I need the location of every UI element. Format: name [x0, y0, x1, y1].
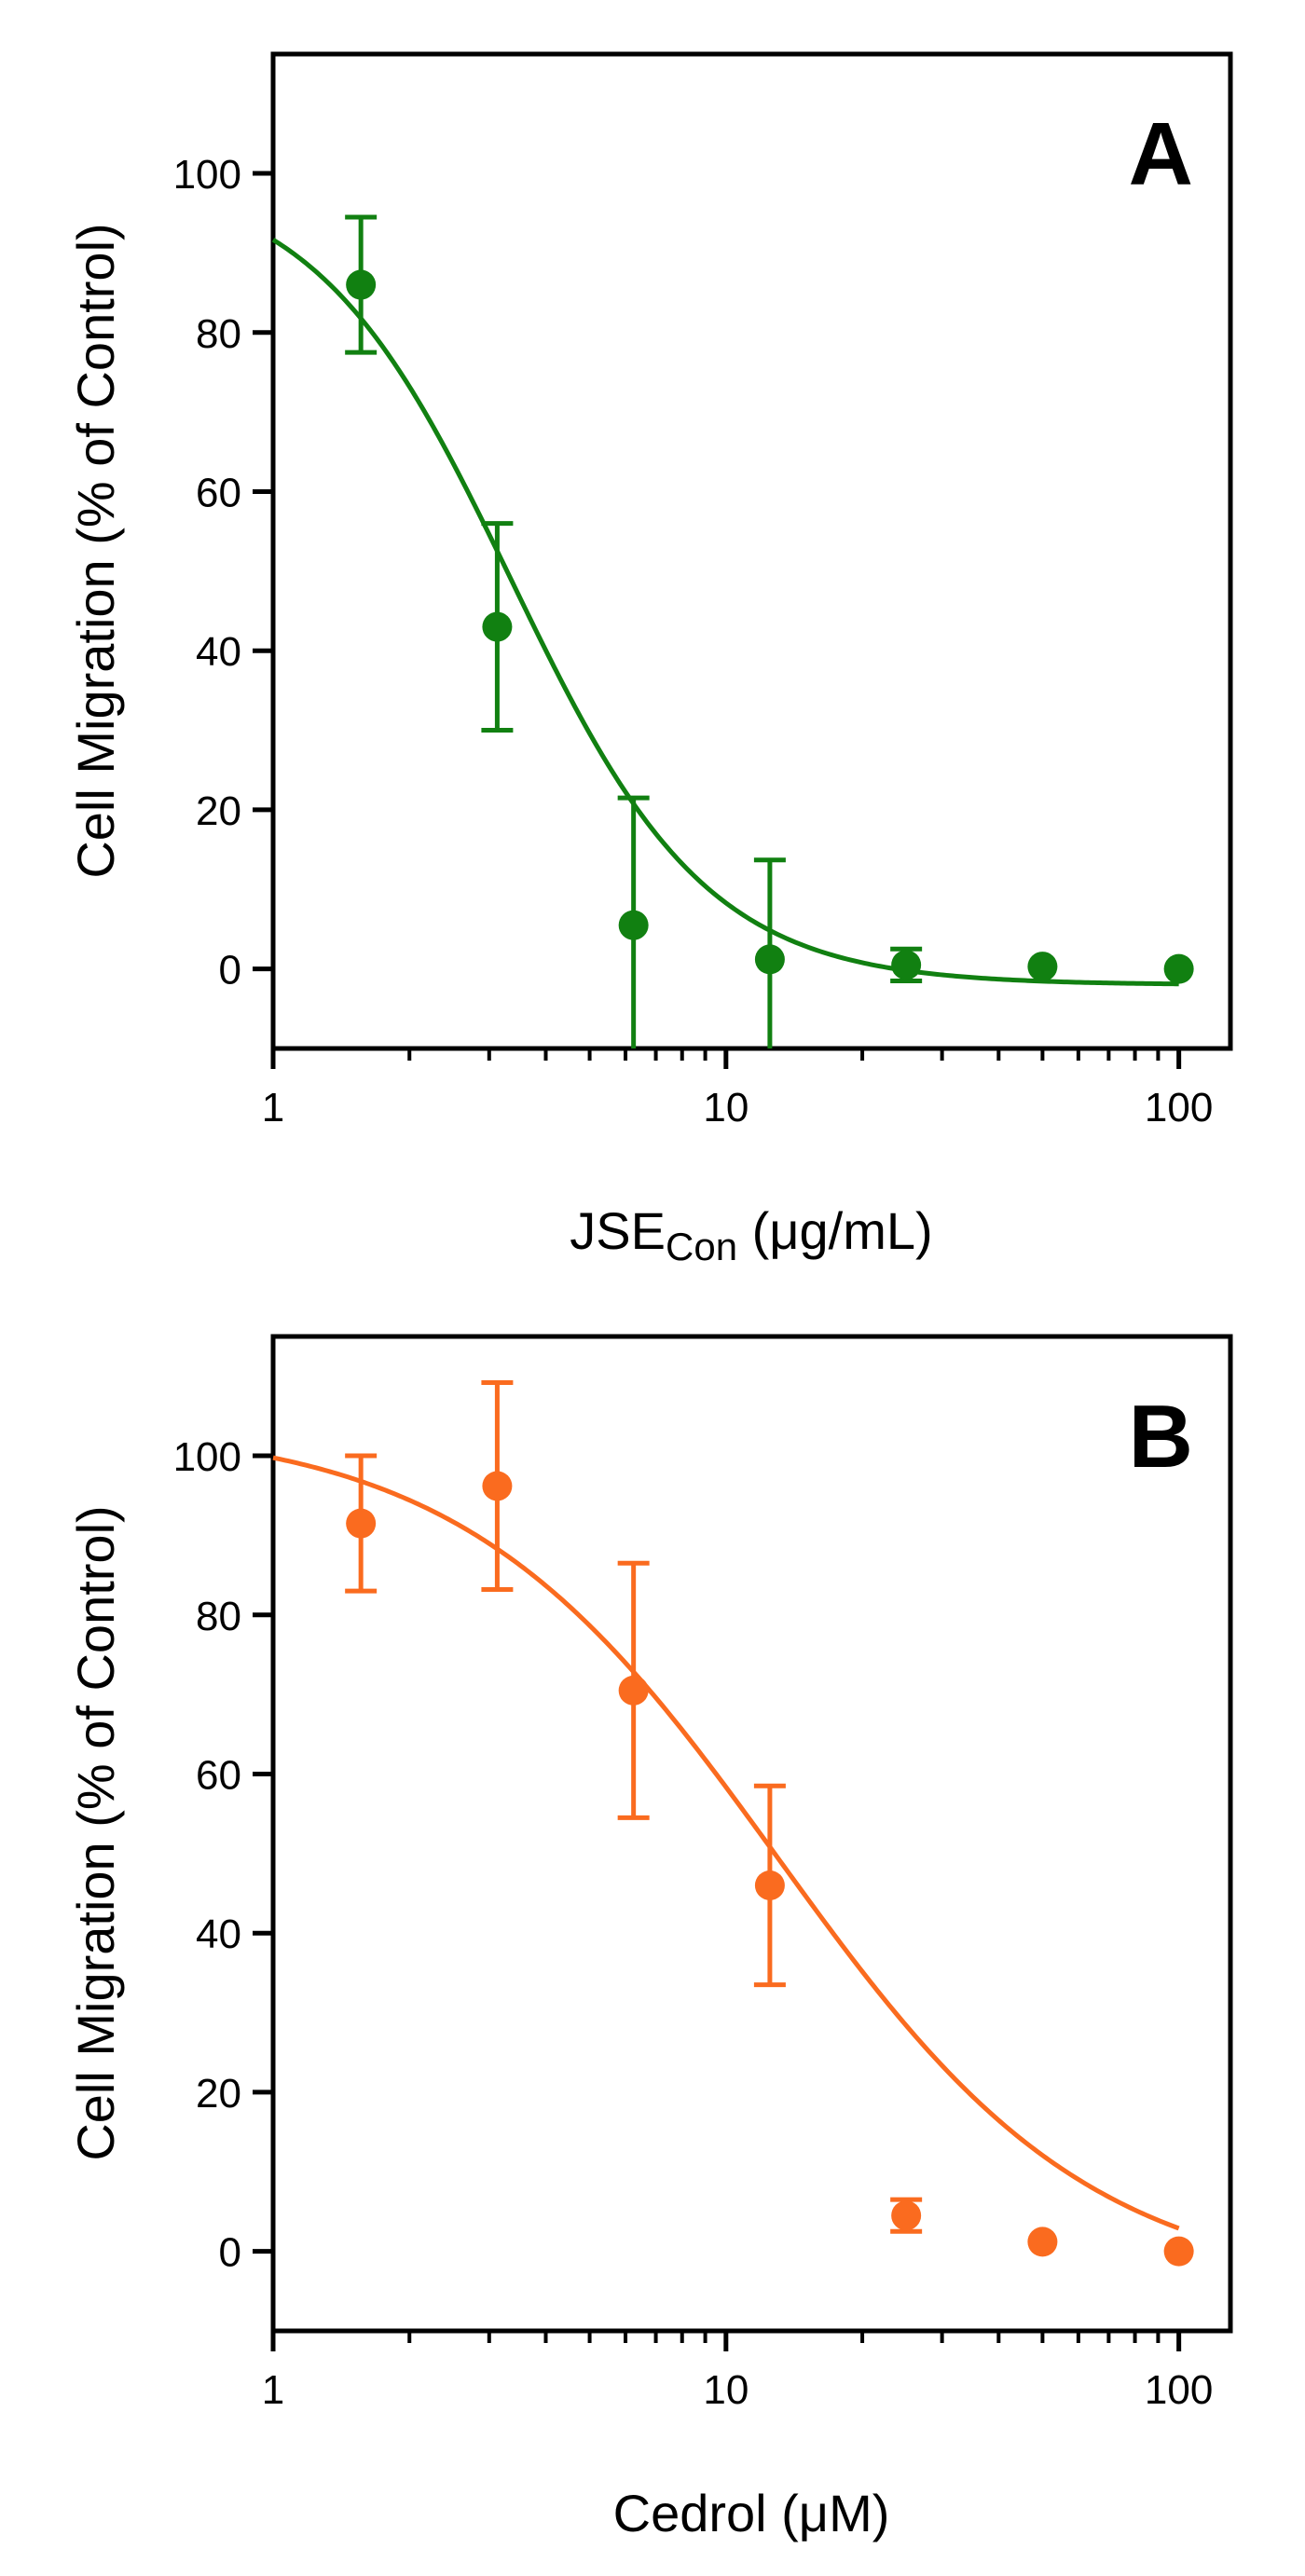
panel-b-x-ticks: 1 10 100: [262, 2331, 1213, 2413]
panel-a-fit-curve: [271, 238, 1179, 987]
panel-b-y-ticks: 0 20 40 60 80 100: [173, 1434, 273, 2276]
data-point: [1027, 952, 1058, 982]
data-point: [891, 2200, 922, 2231]
data-point: [891, 950, 922, 980]
data-point: [1163, 2236, 1194, 2267]
x-tick-label: 100: [1145, 2367, 1213, 2413]
data-point: [618, 910, 649, 940]
y-tick-label: 40: [196, 1911, 241, 1957]
panel-a: 0 20 40 60 80 100 1 10 100 A Cell Migration (% …: [66, 51, 1233, 1268]
panel-b-y-axis-title: Cell Migration (% of Control): [66, 1505, 125, 2160]
data-point: [754, 1870, 785, 1900]
panel-b: 0 20 40 60 80 100 1 10 100 B Cell Migration (% …: [66, 1334, 1233, 2542]
panel-a-x-ticks: 1 10 100: [262, 1048, 1213, 1130]
panel-a-letter: A: [1129, 104, 1193, 204]
x-tick-label: 100: [1145, 1085, 1213, 1130]
x-tick-label: 10: [703, 2367, 749, 2413]
panel-a-x-axis-title-main: JSE: [570, 1201, 666, 1260]
panel-a-points: [345, 214, 1194, 1048]
y-tick-label: 40: [196, 629, 241, 675]
data-point: [346, 1508, 377, 1539]
panel-a-x-axis-title: JSECon (μg/mL): [570, 1201, 932, 1268]
panel-a-frame: [270, 51, 1233, 1051]
panel-b-frame: [270, 1334, 1233, 2334]
panel-b-points: [345, 1380, 1194, 2267]
panel-b-x-minor-ticks: [407, 2331, 1161, 2343]
panel-b-letter: B: [1129, 1387, 1193, 1487]
panel-a-x-axis-title-sub: Con: [666, 1225, 737, 1268]
data-point: [1027, 2227, 1058, 2257]
panel-a-x-axis-title-unit: (μg/mL): [737, 1201, 933, 1260]
y-tick-label: 60: [196, 1752, 241, 1798]
data-point: [618, 1675, 649, 1706]
y-tick-label: 80: [196, 311, 241, 357]
x-tick-label: 1: [262, 1085, 284, 1130]
data-point: [346, 269, 377, 300]
data-point: [482, 1471, 513, 1501]
panel-b-x-axis-title: Cedrol (μM): [613, 2484, 890, 2542]
y-tick-label: 60: [196, 470, 241, 515]
y-tick-label: 80: [196, 1594, 241, 1639]
y-tick-label: 20: [196, 2071, 241, 2117]
panel-a-y-ticks: 0 20 40 60 80 100: [173, 152, 273, 993]
x-tick-label: 1: [262, 2367, 284, 2413]
panel-a-y-axis-title: Cell Migration (% of Control): [66, 223, 125, 878]
x-tick-label: 10: [703, 1085, 749, 1130]
panel-a-x-minor-ticks: [407, 1048, 1161, 1061]
y-tick-label: 0: [219, 948, 241, 993]
panel-b-fit-curve: [272, 1455, 1180, 2231]
data-point: [754, 944, 785, 975]
y-tick-label: 0: [219, 2230, 241, 2276]
y-tick-label: 20: [196, 788, 241, 834]
data-point: [1163, 953, 1194, 984]
y-tick-label: 100: [173, 152, 241, 198]
y-tick-label: 100: [173, 1434, 241, 1480]
data-point: [482, 611, 513, 642]
